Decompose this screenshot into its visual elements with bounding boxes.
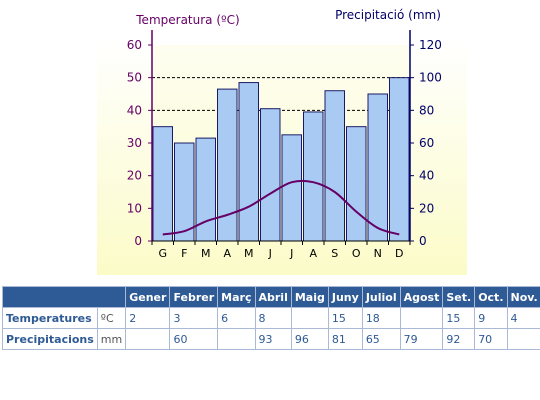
- month-header: Abril: [254, 286, 292, 308]
- month-label: A: [223, 247, 231, 260]
- precip-bar: [152, 126, 173, 242]
- month-header: Nov.: [506, 286, 540, 308]
- precip-bar: [217, 88, 238, 242]
- precip-bar: [324, 90, 345, 242]
- month-header: Juny: [327, 286, 363, 308]
- month-label: F: [181, 247, 187, 260]
- month-label: G: [158, 247, 167, 260]
- table-cell: 96: [290, 328, 329, 350]
- month-label: M: [201, 247, 211, 260]
- precip-bar: [389, 77, 410, 242]
- month-header: Oct.: [474, 286, 508, 308]
- table-cell: 15: [327, 307, 363, 329]
- right-tick-label: 120: [419, 38, 442, 52]
- right-tick-label: 80: [419, 103, 434, 117]
- table-cell: 60: [169, 328, 219, 350]
- table-cell: [399, 307, 444, 329]
- right-tick-label: 40: [419, 169, 434, 183]
- month-header: Juliol: [361, 286, 401, 308]
- table-cell: [125, 328, 171, 350]
- table-corner: [1, 286, 127, 308]
- table-cell: [217, 328, 256, 350]
- left-tick-label: 20: [127, 169, 142, 183]
- row-label: Precipitacions: [2, 328, 98, 350]
- table-cell: 6: [217, 307, 256, 329]
- month-label: M: [244, 247, 254, 260]
- left-tick-label: 30: [127, 136, 142, 150]
- left-tick-label: 50: [127, 71, 142, 85]
- right-axis-title: Precipitació (mm): [335, 8, 441, 22]
- table-cell: 70: [474, 328, 508, 350]
- precip-bar: [367, 93, 388, 242]
- left-tick-label: 60: [127, 38, 142, 52]
- row-unit: ºC: [96, 307, 127, 329]
- table-cell: 81: [327, 328, 363, 350]
- left-tick-label: 40: [127, 103, 142, 117]
- month-header: Maig: [290, 286, 329, 308]
- climate-table: Gener Febrer Març Abril Maig Juny Juliol Agost S…: [1, 286, 540, 350]
- right-tick-label: 100: [419, 71, 442, 85]
- table-cell: 15: [442, 307, 476, 329]
- month-label: D: [395, 247, 403, 260]
- row-unit: mm: [96, 328, 127, 350]
- table-cell: 18: [361, 307, 401, 329]
- month-header: Març: [217, 286, 256, 308]
- table-cell: 65: [361, 328, 401, 350]
- right-tick-label: 20: [419, 201, 434, 215]
- precip-bar: [174, 142, 195, 242]
- table-row: TemperaturesºC2368151815942: [2, 307, 540, 329]
- table-cell: [506, 328, 540, 350]
- month-label: A: [309, 247, 317, 260]
- left-axis-title: Temperatura (ºC): [135, 13, 239, 27]
- row-label: Temperatures: [2, 307, 98, 329]
- table-cell: 9: [474, 307, 508, 329]
- table-cell: 93: [254, 328, 292, 350]
- table-row: Precipitacionsmm6093968165799270100: [2, 328, 540, 350]
- month-label: J: [289, 247, 293, 260]
- month-header: Gener: [125, 286, 171, 308]
- precip-bar: [260, 108, 281, 242]
- table-cell: 8: [254, 307, 292, 329]
- table-cell: 3: [169, 307, 219, 329]
- month-header: Agost: [399, 286, 444, 308]
- month-label: S: [331, 247, 338, 260]
- table-cell: [290, 307, 329, 329]
- table-cell: 92: [442, 328, 476, 350]
- month-label: J: [268, 247, 272, 260]
- right-tick-label: 0: [419, 234, 427, 248]
- right-tick-label: 60: [419, 136, 434, 150]
- left-tick-label: 0: [134, 234, 142, 248]
- month-label: O: [352, 247, 361, 260]
- precip-bar: [346, 126, 367, 242]
- table-cell: 79: [399, 328, 444, 350]
- precip-bar: [238, 82, 259, 242]
- month-header: Febrer: [169, 286, 219, 308]
- precip-bar: [303, 111, 324, 242]
- table-cell: 2: [125, 307, 171, 329]
- temperature-line: [162, 179, 400, 236]
- table-cell: 4: [506, 307, 540, 329]
- precip-bar: [281, 134, 302, 242]
- left-tick-label: 10: [127, 201, 142, 215]
- month-header: Set.: [442, 286, 476, 308]
- table-header-row: Gener Febrer Març Abril Maig Juny Juliol Agost S…: [1, 286, 540, 308]
- month-label: N: [374, 247, 382, 260]
